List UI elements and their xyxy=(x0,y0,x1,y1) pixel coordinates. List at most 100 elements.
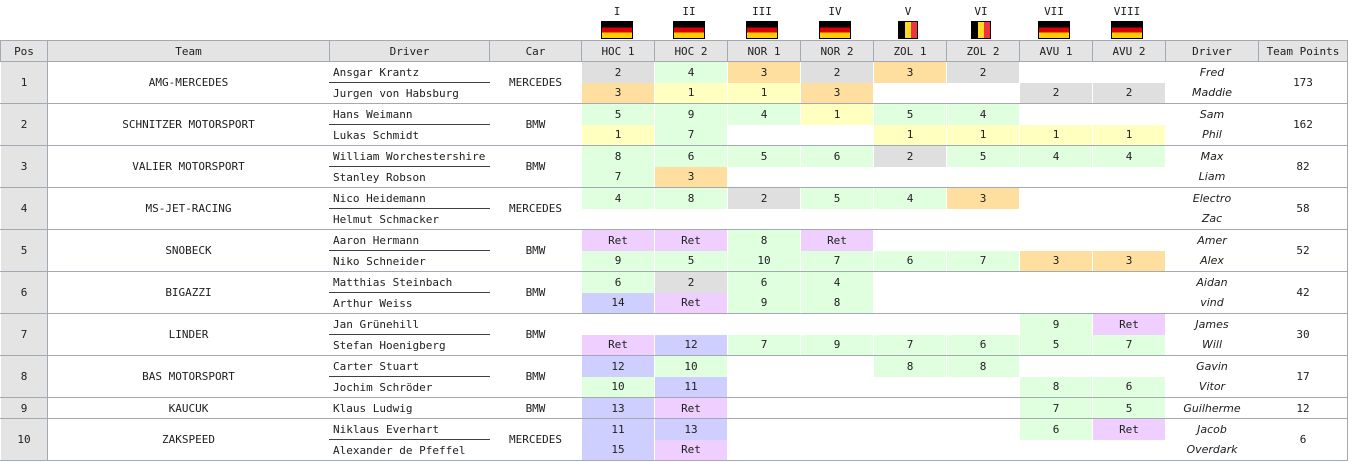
result-cell: 7 xyxy=(800,250,874,272)
result-cell: 4 xyxy=(800,271,874,293)
result-cell: 2 xyxy=(946,61,1020,83)
position-cell: 10 xyxy=(0,418,48,461)
result-cell: 7 xyxy=(1019,397,1093,419)
driver-nickname-cell: Guilherme xyxy=(1165,397,1259,419)
result-cell: 12 xyxy=(581,355,655,377)
driver-nickname-cell: Amer xyxy=(1165,229,1259,251)
result-cell xyxy=(654,313,728,335)
driver-nickname-cell: Sam xyxy=(1165,103,1259,125)
table-row: 10 ZAKSPEED Niklaus Everhart MERCEDES 11 13 6 R… xyxy=(0,418,1348,461)
result-cell xyxy=(873,418,947,440)
team-name-cell: VALIER MOTORSPORT xyxy=(47,145,330,188)
round-numeral: VIII xyxy=(1113,5,1141,18)
header-driver: Driver xyxy=(329,40,490,62)
result-cell xyxy=(873,82,947,104)
header-round: NOR 1 xyxy=(727,40,801,62)
result-cell: 6 xyxy=(727,271,801,293)
result-cell: 7 xyxy=(873,334,947,356)
result-cell: 8 xyxy=(581,145,655,167)
result-cell xyxy=(727,124,801,146)
result-cell: 1 xyxy=(873,124,947,146)
result-cell: 3 xyxy=(581,82,655,104)
result-cell xyxy=(1092,208,1166,230)
result-cell: 7 xyxy=(946,250,1020,272)
result-cell xyxy=(946,313,1020,335)
team-points-cell: 30 xyxy=(1258,313,1348,356)
driver-nickname-cell: Phil xyxy=(1165,124,1259,146)
result-cell xyxy=(727,376,801,398)
car-cell: BMW xyxy=(489,271,582,314)
result-cell: 4 xyxy=(873,187,947,209)
team-points-cell: 173 xyxy=(1258,61,1348,104)
team-points-cell: 6 xyxy=(1258,418,1348,461)
germany-flag-icon xyxy=(601,21,633,39)
team-name-cell: MS-JET-RACING xyxy=(47,187,330,230)
result-cell xyxy=(800,208,874,230)
header-driver-nickname: Driver xyxy=(1165,40,1259,62)
result-cell: Ret xyxy=(654,439,728,461)
result-cell: 6 xyxy=(873,250,947,272)
round-numeral: III xyxy=(752,5,772,18)
driver-nickname-cell: Jacob xyxy=(1165,418,1259,440)
round-4: IV xyxy=(800,5,870,39)
result-cell: 5 xyxy=(873,103,947,125)
table-row: Jochim Schröder 10 11 8 6 Vitor xyxy=(1,376,1348,398)
team-points-cell: 82 xyxy=(1258,145,1348,188)
result-cell: 3 xyxy=(1092,250,1166,272)
result-cell xyxy=(800,355,874,377)
driver-name-cell: Jan Grünehill xyxy=(329,313,490,335)
germany-flag-icon xyxy=(1111,21,1143,39)
team-points-cell: 17 xyxy=(1258,355,1348,398)
result-cell: 8 xyxy=(727,229,801,251)
result-cell xyxy=(946,166,1020,188)
position-cell: 2 xyxy=(0,103,48,146)
driver-name-cell: Klaus Ludwig xyxy=(329,397,490,419)
result-cell xyxy=(800,397,874,419)
table-row: Alexander de Pfeffel 15 Ret Overdark xyxy=(1,439,1348,461)
team-points-cell: 162 xyxy=(1258,103,1348,146)
table-row: 9 KAUCUK Klaus Ludwig BMW 13 Ret 7 5 Guilherme 12 xyxy=(0,397,1348,419)
result-cell: 7 xyxy=(727,334,801,356)
result-cell xyxy=(873,292,947,314)
header-round: NOR 2 xyxy=(800,40,874,62)
driver-nickname-cell: Electro xyxy=(1165,187,1259,209)
result-cell xyxy=(1019,229,1093,251)
car-cell: MERCEDES xyxy=(489,61,582,104)
result-cell: Ret xyxy=(581,229,655,251)
result-cell: 4 xyxy=(654,61,728,83)
car-cell: BMW xyxy=(489,229,582,272)
result-cell xyxy=(873,439,947,461)
team-name-cell: SCHNITZER MOTORSPORT xyxy=(47,103,330,146)
driver-nickname-cell: Alex xyxy=(1165,250,1259,272)
driver-name-cell: Niko Schneider xyxy=(329,250,490,272)
result-cell: 9 xyxy=(800,334,874,356)
result-cell xyxy=(1092,355,1166,377)
round-numeral: V xyxy=(904,5,912,18)
belgium-flag-icon xyxy=(898,21,918,39)
result-cell: 3 xyxy=(800,82,874,104)
result-cell: 7 xyxy=(1092,334,1166,356)
result-cell: 9 xyxy=(727,292,801,314)
result-cell xyxy=(1019,166,1093,188)
table-row: 1 AMG-MERCEDES Ansgar Krantz MERCEDES 2 4 3 2 3 2… xyxy=(0,61,1348,104)
result-cell: 6 xyxy=(1092,376,1166,398)
result-cell: 3 xyxy=(873,61,947,83)
result-cell xyxy=(1092,439,1166,461)
result-cell: 6 xyxy=(1019,418,1093,440)
result-cell: 9 xyxy=(654,103,728,125)
driver-nickname-cell: vind xyxy=(1165,292,1259,314)
result-cell: 2 xyxy=(800,61,874,83)
result-cell: 11 xyxy=(581,418,655,440)
result-cell: 5 xyxy=(1092,397,1166,419)
result-cell: 5 xyxy=(727,145,801,167)
driver-nickname-cell: Vitor xyxy=(1165,376,1259,398)
result-cell xyxy=(1019,355,1093,377)
result-cell xyxy=(1019,103,1093,125)
round-3: III xyxy=(727,5,797,39)
result-cell xyxy=(873,376,947,398)
round-2: II xyxy=(654,5,724,39)
team-points-cell: 12 xyxy=(1258,397,1348,419)
result-cell xyxy=(873,397,947,419)
result-cell: 2 xyxy=(1019,82,1093,104)
result-cell xyxy=(800,418,874,440)
